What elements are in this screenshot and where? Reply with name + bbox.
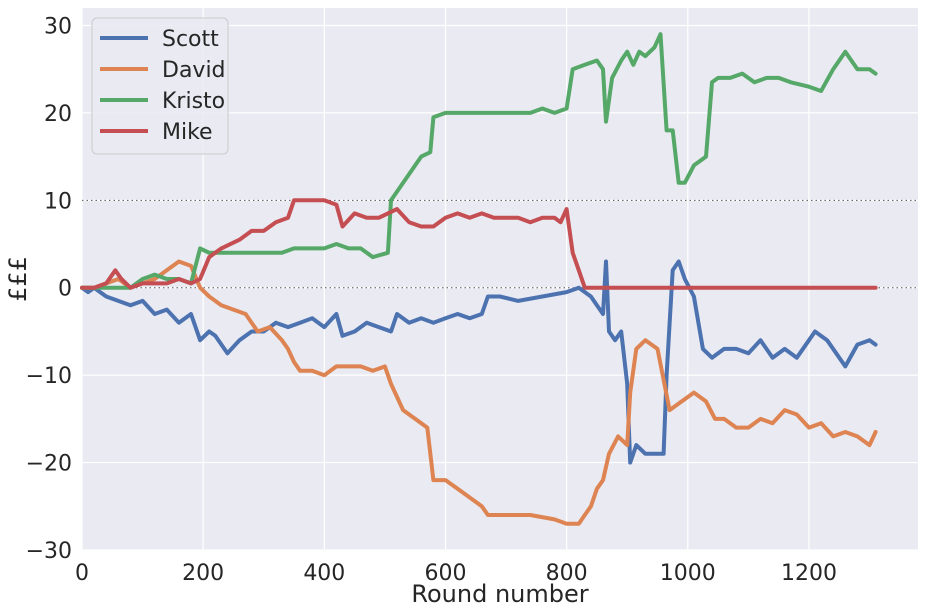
y-tick-label: 20 [44,102,72,127]
legend: Scott David Kristo Mike [91,17,229,155]
series-line-scott [80,259,878,465]
x-tick-label: 1200 [781,561,837,586]
y-tick-label: 10 [44,189,72,214]
legend-label-mike: Mike [162,120,213,145]
legend-label-scott: Scott [162,27,219,52]
legend-label-kristo: Kristo [162,89,225,114]
y-tick-label: −20 [26,452,72,477]
x-axis-label: Round number [411,580,588,608]
y-axis-label: £££ [4,256,32,302]
x-tick-label: 1000 [660,561,716,586]
series-line-mike [80,198,878,290]
x-tick-label: 400 [303,561,345,586]
x-tick-label: 800 [546,561,588,586]
y-tick-label: 30 [44,14,72,39]
series-lines [80,32,878,526]
legend-label-david: David [162,58,226,83]
series-line-kristo [80,32,878,290]
y-axis-ticks: −30 −20 −10 0 10 20 30 [26,14,72,564]
series-line-david [80,259,878,526]
y-tick-label: −10 [26,364,72,389]
y-tick-label: 0 [58,277,72,302]
y-tick-label: −30 [26,539,72,564]
legend-box [91,17,229,155]
x-tick-label: 600 [424,561,466,586]
x-axis-ticks: 0 200 400 600 800 1000 1200 [75,561,837,586]
x-tick-label: 200 [182,561,224,586]
x-tick-label: 0 [75,561,89,586]
